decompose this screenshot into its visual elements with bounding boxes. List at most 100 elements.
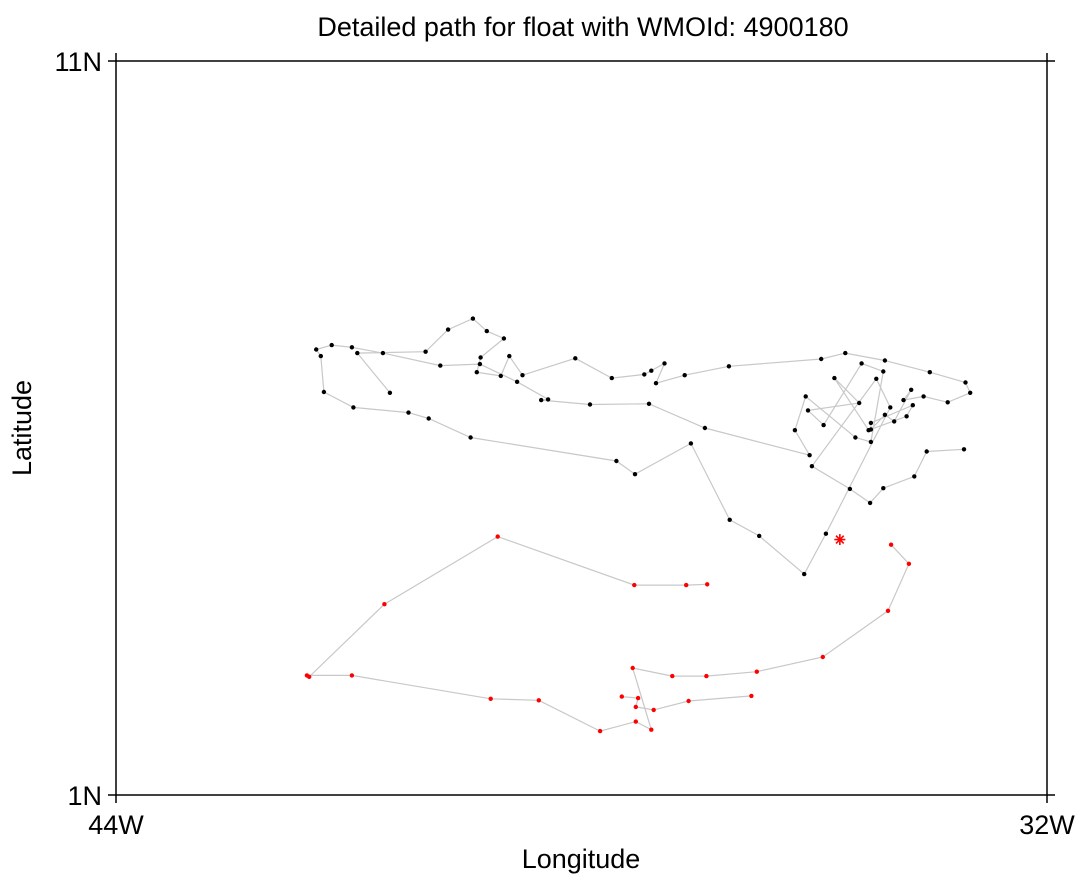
x-axis-label: Longitude — [522, 844, 641, 874]
profile-point — [495, 534, 500, 539]
profile-point — [809, 464, 815, 469]
profile-point — [688, 441, 694, 446]
profile-point — [633, 704, 638, 710]
profile-point — [757, 533, 762, 539]
profile-point — [314, 347, 319, 352]
asterisk-stroke — [835, 535, 845, 544]
profile-point — [968, 390, 973, 395]
profile-point — [662, 361, 667, 366]
last-position-marker — [834, 534, 846, 546]
profile-point — [426, 416, 431, 421]
profile-point — [438, 363, 443, 368]
profile-point — [349, 673, 355, 678]
profile-point — [682, 373, 687, 378]
profile-point — [609, 375, 614, 381]
profile-point — [646, 401, 652, 406]
profile-point — [382, 602, 387, 607]
profile-point — [387, 390, 393, 395]
profile-point — [888, 542, 894, 547]
profile-point — [727, 517, 732, 522]
profile-point — [961, 447, 967, 452]
profile-point — [573, 356, 578, 361]
chart-title: Detailed path for float with WMOId: 4900… — [317, 12, 848, 42]
profile-point — [792, 428, 798, 433]
profile-point — [901, 397, 906, 403]
profile-point — [304, 673, 310, 678]
profile-point — [881, 486, 886, 491]
profile-point — [866, 428, 871, 433]
profile-point — [501, 336, 507, 341]
profile-point — [823, 531, 829, 536]
profile-point — [507, 353, 512, 359]
profile-point — [514, 379, 520, 384]
profile-point — [805, 408, 811, 413]
profile-point — [520, 373, 525, 378]
profile-point — [910, 403, 915, 408]
profile-point — [329, 342, 334, 348]
path-segment-0 — [315, 317, 972, 576]
profile-point — [478, 355, 483, 360]
profile-point — [545, 397, 551, 402]
y-tick-label: 11N — [54, 47, 102, 77]
profile-point — [653, 381, 659, 386]
profile-point — [635, 695, 641, 701]
profile-point — [632, 472, 638, 477]
x-tick-label: 32W — [1019, 810, 1075, 840]
profile-point — [819, 356, 824, 362]
profile-point — [909, 387, 914, 392]
profile-point — [619, 694, 624, 699]
profile-point — [702, 425, 708, 431]
profile-point — [539, 397, 544, 403]
profile-point — [406, 410, 411, 415]
profile-point — [820, 654, 825, 660]
profile-point — [885, 608, 891, 613]
profile-point — [754, 669, 759, 674]
profile-point — [318, 353, 323, 359]
profile-point — [927, 370, 932, 375]
last-position-asterisk — [834, 534, 846, 546]
profile-point — [859, 361, 864, 366]
profile-point — [847, 486, 853, 492]
profile-point — [904, 414, 909, 419]
profile-point — [749, 693, 754, 699]
profile-point — [474, 370, 479, 375]
profile-point — [614, 458, 619, 464]
profile-point — [882, 412, 888, 417]
profile-point — [704, 673, 709, 679]
y-axis-label: Latitude — [7, 380, 37, 476]
profile-point — [868, 439, 874, 445]
profile-point — [642, 372, 647, 377]
profile-point — [355, 350, 360, 356]
profile-point — [468, 435, 473, 440]
profile-point — [882, 358, 888, 363]
y-tick-label: 1N — [67, 781, 102, 811]
profile-point — [597, 728, 603, 734]
axis-ticks: 44W 32W 1N 11N — [54, 47, 1075, 840]
profile-point — [803, 394, 808, 399]
profile-point — [921, 394, 926, 399]
profile-point — [484, 328, 489, 334]
float-path-line — [304, 317, 972, 732]
profile-point — [632, 582, 637, 588]
profile-point — [380, 350, 386, 356]
profile-point — [867, 500, 873, 506]
profile-point — [832, 375, 837, 381]
profile-point — [488, 696, 493, 701]
profile-point — [868, 420, 874, 426]
profile-point — [445, 327, 451, 332]
profile-point — [351, 405, 356, 410]
profile-point — [924, 449, 929, 454]
plot-border — [115, 60, 1048, 796]
profile-point — [881, 369, 886, 374]
profile-point — [649, 368, 654, 373]
profile-point — [649, 727, 654, 732]
profile-point — [853, 435, 858, 440]
profile-point — [843, 350, 848, 356]
profile-point — [807, 453, 812, 458]
profile-point — [349, 345, 355, 350]
profile-point — [906, 561, 912, 566]
profile-point — [705, 582, 710, 587]
profile-point — [892, 419, 897, 424]
x-tick-label: 44W — [88, 810, 144, 840]
